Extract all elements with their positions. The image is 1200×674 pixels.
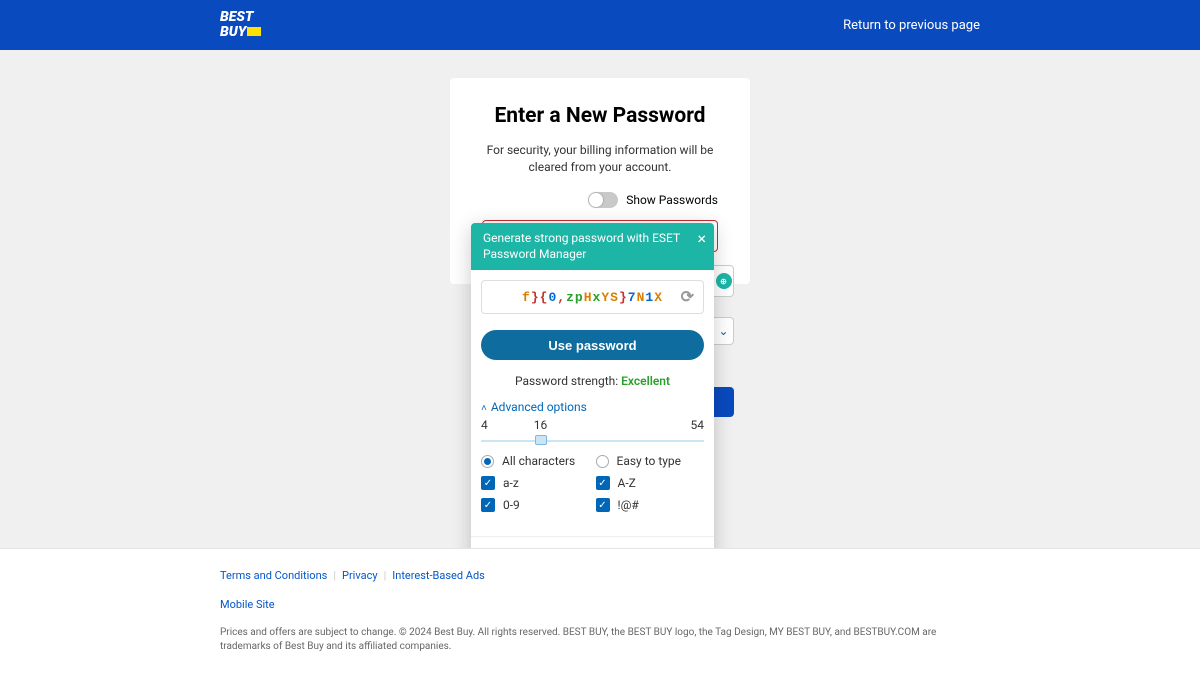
- advanced-options-toggle[interactable]: ˄ Advanced options: [481, 400, 704, 414]
- use-password-button[interactable]: Use password: [481, 330, 704, 360]
- slider-max: 54: [691, 418, 705, 432]
- checkbox-checked-icon: ✓: [596, 476, 610, 490]
- logo-line1: BEST: [220, 10, 261, 25]
- password-manager-icon: ⊕: [716, 273, 732, 289]
- footer-links: Terms and Conditions|Privacy|Interest-Ba…: [220, 569, 980, 582]
- legal-text: Prices and offers are subject to change.…: [220, 626, 980, 654]
- privacy-link[interactable]: Privacy: [342, 569, 378, 582]
- checkbox-checked-icon: ✓: [481, 498, 495, 512]
- opt-easy-to-type[interactable]: Easy to type: [596, 454, 705, 468]
- generated-password-box: f}{0,zpHxYS}7N1X ⟳: [481, 280, 704, 314]
- submit-button-edge[interactable]: [714, 387, 734, 417]
- slider-handle[interactable]: [535, 435, 547, 445]
- card-title: Enter a New Password: [482, 104, 718, 128]
- eset-header-text: Generate strong password with ESET Passw…: [483, 231, 680, 261]
- generated-password: f}{0,zpHxYS}7N1X: [522, 290, 663, 305]
- close-icon[interactable]: ×: [697, 229, 706, 250]
- opt-uppercase[interactable]: ✓A-Z: [596, 476, 705, 490]
- logo-line2: BUY: [220, 24, 246, 40]
- advanced-label: Advanced options: [491, 400, 587, 414]
- site-footer: Terms and Conditions|Privacy|Interest-Ba…: [0, 548, 1200, 674]
- checkbox-checked-icon: ✓: [481, 476, 495, 490]
- slider-min: 4: [481, 418, 488, 432]
- opt-lowercase[interactable]: ✓a-z: [481, 476, 590, 490]
- mobile-site-link[interactable]: Mobile Site: [220, 598, 275, 611]
- radio-icon: [596, 455, 609, 468]
- show-password-toggle[interactable]: [588, 192, 618, 208]
- chevron-up-icon: ˄: [481, 403, 487, 414]
- return-link[interactable]: Return to previous page: [843, 18, 980, 33]
- bestbuy-logo[interactable]: BEST BUY: [220, 10, 261, 39]
- refresh-icon[interactable]: ⟳: [681, 287, 695, 307]
- strength-value: Excellent: [621, 374, 670, 388]
- ads-link[interactable]: Interest-Based Ads: [392, 569, 485, 582]
- show-password-row: Show Passwords: [482, 192, 718, 208]
- confirm-input-badge[interactable]: ⊕: [714, 265, 734, 297]
- charset-options: All characters Easy to type ✓a-z ✓A-Z ✓0…: [481, 454, 704, 512]
- eset-header: Generate strong password with ESET Passw…: [471, 223, 714, 270]
- card-subtitle: For security, your billing information w…: [482, 142, 718, 176]
- logo-line2-wrap: BUY: [220, 25, 261, 40]
- toggle-knob: [589, 193, 603, 207]
- strength-row: Password strength: Excellent: [481, 374, 704, 388]
- site-header: BEST BUY Return to previous page: [0, 0, 1200, 50]
- length-labels: 4 16 54: [481, 418, 704, 432]
- opt-all-characters[interactable]: All characters: [481, 454, 590, 468]
- length-slider[interactable]: [481, 440, 704, 442]
- logo-tag-icon: [247, 27, 261, 36]
- eset-body: f}{0,zpHxYS}7N1X ⟳ Use password Password…: [471, 270, 714, 522]
- terms-link[interactable]: Terms and Conditions: [220, 569, 327, 582]
- slider-current: 16: [488, 418, 691, 432]
- toggle-label: Show Passwords: [626, 193, 718, 207]
- opt-symbols[interactable]: ✓!@#: [596, 498, 705, 512]
- checkbox-checked-icon: ✓: [596, 498, 610, 512]
- dropdown-chevron[interactable]: ⌄: [714, 317, 734, 345]
- radio-checked-icon: [481, 455, 494, 468]
- opt-digits[interactable]: ✓0-9: [481, 498, 590, 512]
- strength-label: Password strength:: [515, 374, 621, 388]
